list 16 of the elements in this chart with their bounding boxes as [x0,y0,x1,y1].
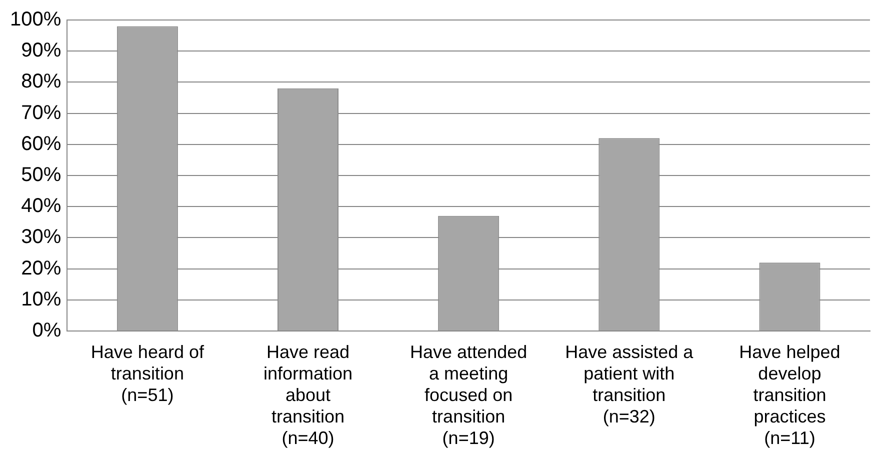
y-tick-label: 20% [21,257,62,280]
y-tick-label: 100% [10,8,62,31]
x-tick-label: Have heard of transition (n=51) [90,342,205,405]
y-tick-label: 40% [21,195,62,218]
y-tick-label: 50% [21,164,62,186]
x-tick-label: Have helped develop transition practices (n=11) [739,342,840,448]
x-tick-label: Have attended a meeting focused on transition (n=19) [410,342,528,448]
y-tick-label: 80% [21,70,62,93]
x-tick-label: Have assisted a patient with transition (n=32) [565,342,694,427]
y-tick-label: 90% [21,40,62,62]
y-tick-label: 10% [21,288,62,310]
x-tick-label: Have read information about transition (n=40) [263,342,353,448]
y-tick-label: 60% [21,132,62,155]
y-tick-label: 70% [21,102,62,124]
y-tick-label: 30% [21,226,62,248]
y-tick-label: 0% [32,320,62,342]
